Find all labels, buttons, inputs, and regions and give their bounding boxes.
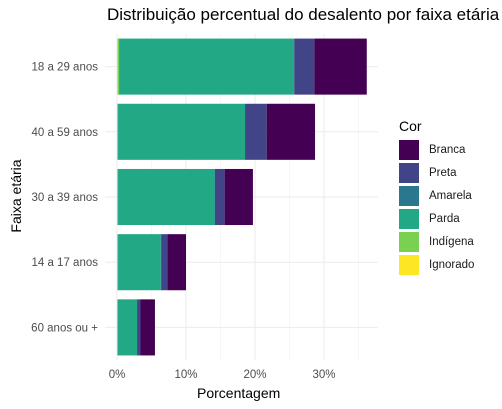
- legend-key: [399, 139, 419, 160]
- bar-segment: [117, 299, 118, 356]
- y-tick-label: 60 anos ou +: [31, 322, 98, 334]
- bar-segment: [137, 299, 138, 356]
- legend-key: [399, 254, 419, 275]
- bar-segment: [117, 38, 118, 95]
- bar-segment: [117, 234, 118, 291]
- y-axis-label: Faixa etária: [8, 159, 24, 233]
- x-tick-label: 30%: [312, 369, 335, 381]
- bar-segment: [245, 103, 267, 160]
- bar-segment: [118, 103, 245, 160]
- legend-label: Parda: [429, 212, 460, 225]
- legend-key: [399, 231, 419, 252]
- legend-key: [399, 162, 419, 183]
- bar-segment: [118, 168, 215, 226]
- legend-item: Preta: [399, 161, 474, 184]
- bar-segment: [294, 38, 315, 95]
- legend-item: Ignorado: [399, 253, 474, 276]
- y-tick-label: 14 a 17 anos: [31, 257, 98, 269]
- bar-segment: [314, 38, 367, 95]
- legend: Cor Branca Preta Amarela Parda Indígena Ignor…: [399, 118, 474, 276]
- bar-segment: [117, 168, 119, 226]
- legend-label: Amarela: [429, 189, 472, 202]
- bar-segment: [117, 299, 118, 356]
- bar-segment: [117, 103, 118, 160]
- bar-segment: [160, 234, 162, 291]
- y-tick-label: 40 a 59 anos: [31, 127, 98, 139]
- chart-title: Distribuição percentual do desalento por…: [107, 5, 500, 24]
- bar-segment: [117, 234, 119, 291]
- bar-segment: [161, 234, 168, 291]
- legend-label: Indígena: [429, 235, 474, 248]
- bar-segment: [140, 299, 155, 356]
- bar-segment: [117, 299, 138, 356]
- bar-segment: [214, 168, 225, 226]
- x-tick-label: 0%: [109, 369, 126, 381]
- legend-key: [399, 185, 419, 206]
- bar-segment: [214, 168, 216, 226]
- bar-segment: [119, 38, 294, 95]
- legend-item: Parda: [399, 207, 474, 230]
- bar-segment: [266, 103, 316, 160]
- bar-segment: [224, 168, 253, 226]
- legend-item: Amarela: [399, 184, 474, 207]
- y-tick-label: 18 a 29 anos: [31, 62, 98, 74]
- legend-item: Indígena: [399, 230, 474, 253]
- legend-item: Branca: [399, 138, 474, 161]
- bar-segment: [117, 38, 120, 95]
- legend-key: [399, 208, 419, 229]
- x-axis-label: Porcentagem: [197, 385, 281, 401]
- bar-segment: [244, 103, 246, 160]
- x-tick-label: 10%: [174, 369, 197, 381]
- bar-segment: [293, 38, 295, 95]
- bar-segment: [118, 234, 161, 291]
- x-tick-label: 20%: [243, 369, 266, 381]
- legend-label: Preta: [429, 166, 457, 179]
- bar-segment: [117, 103, 119, 160]
- legend-title: Cor: [399, 118, 422, 134]
- y-tick-label: 30 a 39 anos: [31, 192, 98, 204]
- legend-label: Ignorado: [429, 258, 475, 271]
- bar-segment: [137, 299, 141, 356]
- bar-segment: [167, 234, 186, 291]
- bar-segment: [117, 168, 118, 226]
- legend-label: Branca: [429, 143, 466, 156]
